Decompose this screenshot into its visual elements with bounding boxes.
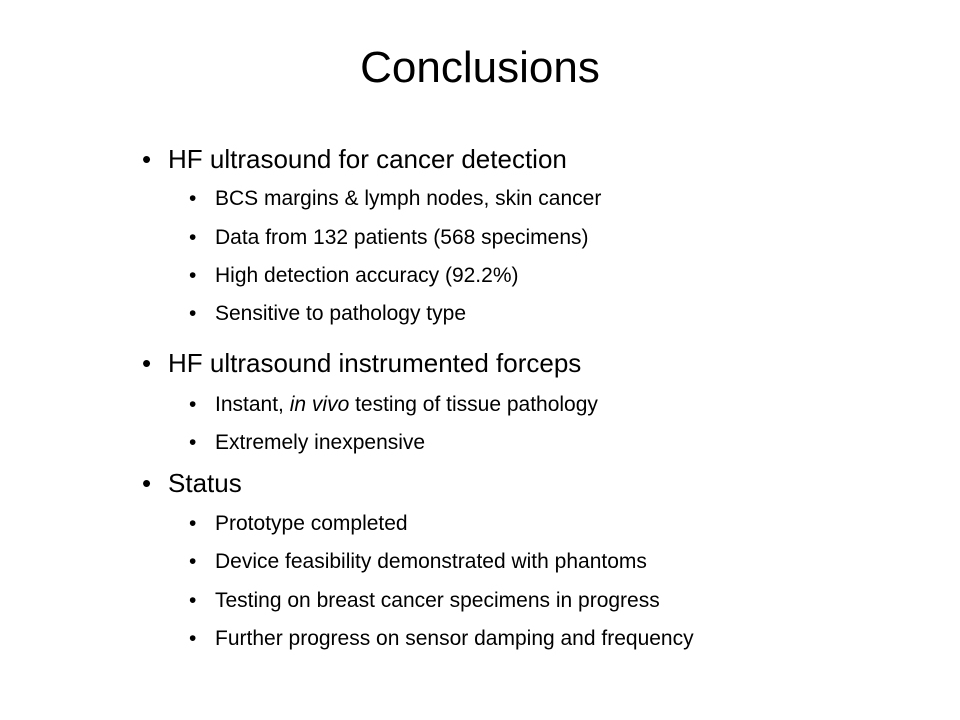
sub-bullet-text: BCS margins & lymph nodes, skin cancer xyxy=(215,187,602,210)
sub-bullet-text: Further progress on sensor damping and f… xyxy=(215,627,694,650)
bullet-glyph: • xyxy=(189,393,197,416)
sub-bullet-text: Prototype completed xyxy=(215,512,408,535)
sub-bullet-text: Data from 132 patients (568 specimens) xyxy=(215,226,589,249)
bullet-glyph: • xyxy=(189,589,197,612)
text-before: Instant, xyxy=(215,393,290,416)
bullet-glyph: • xyxy=(142,468,152,498)
bullet-glyph: • xyxy=(189,264,197,287)
sub-bullet-text: High detection accuracy (92.2%) xyxy=(215,264,519,287)
bullet-glyph: • xyxy=(189,550,197,573)
slide-title: Conclusions xyxy=(360,43,600,92)
bullet-glyph: • xyxy=(189,187,197,210)
bullet-glyph: • xyxy=(142,348,152,378)
bullet-glyph: • xyxy=(189,627,197,650)
bullet-glyph: • xyxy=(189,226,197,249)
bullet-glyph: • xyxy=(189,302,197,325)
sub-bullet-text: Instant, in vivo testing of tissue patho… xyxy=(215,392,598,418)
bullet-glyph: • xyxy=(142,144,152,174)
sub-bullet-text: Sensitive to pathology type xyxy=(215,302,466,325)
bullet-text: HF ultrasound instrumented forceps xyxy=(168,348,582,378)
bullet-glyph: • xyxy=(189,431,197,454)
bullet-text: Status xyxy=(168,468,242,498)
sub-bullet-text: Device feasibility demonstrated with pha… xyxy=(215,550,647,573)
italic-term: in vivo xyxy=(289,393,350,416)
sub-bullet-text: Extremely inexpensive xyxy=(215,431,426,454)
bullet-text: HF ultrasound for cancer detection xyxy=(168,144,567,174)
sub-bullet-text: Testing on breast cancer specimens in pr… xyxy=(215,589,660,612)
bullet-glyph: • xyxy=(189,512,197,535)
text-after: testing of tissue pathology xyxy=(349,393,598,416)
